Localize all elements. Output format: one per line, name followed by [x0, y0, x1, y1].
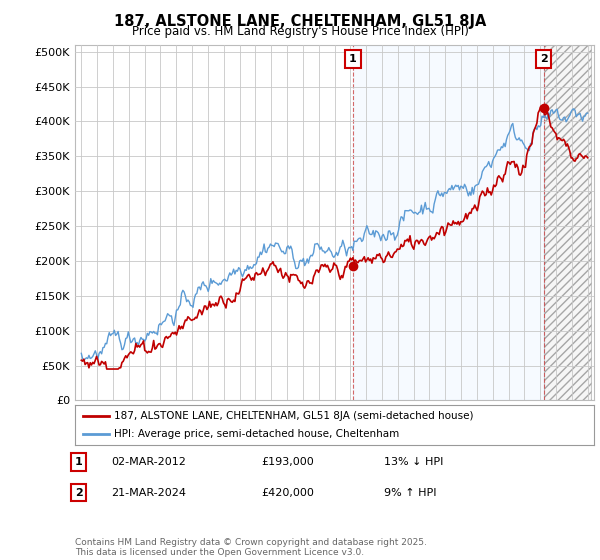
Bar: [544, 45, 591, 400]
Text: 187, ALSTONE LANE, CHELTENHAM, GL51 8JA (semi-detached house): 187, ALSTONE LANE, CHELTENHAM, GL51 8JA …: [114, 411, 473, 421]
Text: 2: 2: [540, 54, 548, 64]
Text: HPI: Average price, semi-detached house, Cheltenham: HPI: Average price, semi-detached house,…: [114, 430, 399, 439]
Text: 02-MAR-2012: 02-MAR-2012: [111, 457, 186, 467]
Text: Price paid vs. HM Land Registry's House Price Index (HPI): Price paid vs. HM Land Registry's House …: [131, 25, 469, 38]
Text: 1: 1: [75, 457, 83, 467]
Text: 9% ↑ HPI: 9% ↑ HPI: [384, 488, 437, 498]
Text: 21-MAR-2024: 21-MAR-2024: [111, 488, 186, 498]
Text: 2: 2: [75, 488, 83, 498]
Bar: [353, 45, 544, 400]
Text: 187, ALSTONE LANE, CHELTENHAM, GL51 8JA: 187, ALSTONE LANE, CHELTENHAM, GL51 8JA: [114, 14, 486, 29]
Text: £420,000: £420,000: [261, 488, 314, 498]
Text: 1: 1: [349, 54, 357, 64]
Text: Contains HM Land Registry data © Crown copyright and database right 2025.
This d: Contains HM Land Registry data © Crown c…: [75, 538, 427, 557]
Text: 13% ↓ HPI: 13% ↓ HPI: [384, 457, 443, 467]
Text: £193,000: £193,000: [261, 457, 314, 467]
